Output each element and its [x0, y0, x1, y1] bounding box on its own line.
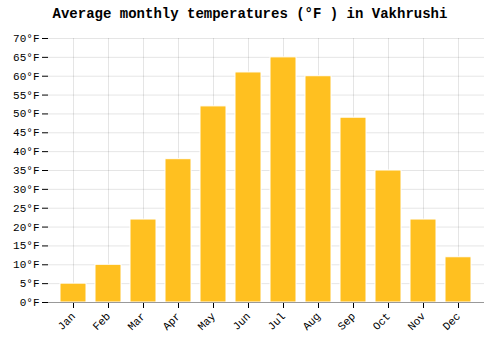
svg-text:Jul: Jul — [266, 310, 288, 332]
svg-text:Mar: Mar — [126, 310, 148, 332]
svg-text:Apr: Apr — [161, 310, 183, 332]
svg-text:Jun: Jun — [231, 310, 253, 332]
svg-text:50°F: 50°F — [13, 108, 39, 120]
svg-text:Aug: Aug — [301, 310, 323, 332]
svg-text:55°F: 55°F — [13, 90, 39, 102]
svg-text:Oct: Oct — [371, 310, 393, 332]
svg-text:40°F: 40°F — [13, 146, 39, 158]
svg-text:65°F: 65°F — [13, 52, 39, 64]
svg-text:Dec: Dec — [441, 310, 463, 332]
svg-text:35°F: 35°F — [13, 165, 39, 177]
svg-text:Jan: Jan — [56, 310, 78, 332]
svg-text:70°F: 70°F — [13, 33, 39, 45]
svg-text:15°F: 15°F — [13, 240, 39, 252]
html-text:Average monthly temperatures (: Average monthly temperatures (°F ) in Va… — [52, 6, 448, 22]
svg-text:25°F: 25°F — [13, 203, 39, 215]
svg-text:60°F: 60°F — [13, 71, 39, 83]
svg-text:45°F: 45°F — [13, 127, 39, 139]
svg-text:Sep: Sep — [336, 310, 358, 332]
svg-text:5°F: 5°F — [20, 278, 40, 290]
svg-text:May: May — [196, 310, 219, 333]
svg-text:20°F: 20°F — [13, 222, 39, 234]
svg-text:Feb: Feb — [91, 310, 113, 332]
svg-text:30°F: 30°F — [13, 184, 39, 196]
svg-text:10°F: 10°F — [13, 259, 39, 271]
svg-text:0°F: 0°F — [20, 297, 40, 309]
svg-text:Nov: Nov — [406, 310, 429, 333]
